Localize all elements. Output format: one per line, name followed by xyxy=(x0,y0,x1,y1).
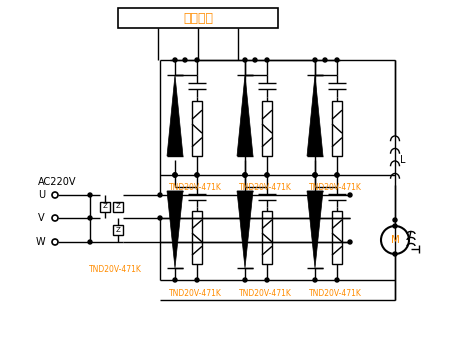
Circle shape xyxy=(335,58,339,62)
Bar xyxy=(113,201,123,211)
Polygon shape xyxy=(307,75,323,156)
Text: Z: Z xyxy=(115,227,121,233)
Circle shape xyxy=(335,173,339,177)
Circle shape xyxy=(393,252,397,256)
Circle shape xyxy=(88,216,92,220)
Polygon shape xyxy=(167,75,183,156)
Text: AC220V: AC220V xyxy=(38,177,76,187)
Circle shape xyxy=(243,173,247,177)
Bar xyxy=(118,8,278,28)
Circle shape xyxy=(335,173,339,177)
Bar xyxy=(192,211,202,264)
Circle shape xyxy=(243,173,247,177)
Circle shape xyxy=(348,193,352,197)
Bar xyxy=(262,211,272,264)
Circle shape xyxy=(313,278,317,282)
Circle shape xyxy=(313,240,317,244)
Text: 栅极回路: 栅极回路 xyxy=(183,11,213,24)
Circle shape xyxy=(173,173,177,177)
Polygon shape xyxy=(167,191,183,268)
Circle shape xyxy=(183,58,187,62)
Circle shape xyxy=(88,240,92,244)
Circle shape xyxy=(313,173,317,177)
Text: Z: Z xyxy=(103,204,107,210)
Text: TND20V-471K: TND20V-471K xyxy=(169,290,221,298)
Bar xyxy=(332,211,342,264)
Text: U: U xyxy=(38,190,45,200)
Bar xyxy=(332,101,342,156)
Circle shape xyxy=(173,173,177,177)
Text: TND20V-471K: TND20V-471K xyxy=(239,183,292,192)
Text: M: M xyxy=(390,235,399,245)
Text: TND20V-471K: TND20V-471K xyxy=(239,290,292,298)
Circle shape xyxy=(195,173,199,177)
Text: TND20V-471K: TND20V-471K xyxy=(309,290,361,298)
Text: TND20V-471K: TND20V-471K xyxy=(169,183,221,192)
Text: Z: Z xyxy=(115,204,121,210)
Circle shape xyxy=(195,173,199,177)
Polygon shape xyxy=(307,191,323,268)
Circle shape xyxy=(158,216,162,220)
Text: TND20V-471K: TND20V-471K xyxy=(89,266,141,274)
Text: V: V xyxy=(38,213,45,223)
Circle shape xyxy=(195,58,199,62)
Circle shape xyxy=(348,240,352,244)
Circle shape xyxy=(158,193,162,197)
Circle shape xyxy=(323,58,327,62)
Text: W: W xyxy=(35,237,45,247)
Circle shape xyxy=(313,173,317,177)
Circle shape xyxy=(393,218,397,222)
Circle shape xyxy=(265,173,269,177)
Bar xyxy=(113,225,123,235)
Circle shape xyxy=(173,173,177,177)
Circle shape xyxy=(88,193,92,197)
Circle shape xyxy=(265,173,269,177)
Circle shape xyxy=(243,173,247,177)
Circle shape xyxy=(243,193,247,197)
Circle shape xyxy=(393,224,397,228)
Polygon shape xyxy=(237,191,253,268)
Text: TND20V-471K: TND20V-471K xyxy=(309,183,361,192)
Circle shape xyxy=(243,278,247,282)
Circle shape xyxy=(253,58,257,62)
Bar xyxy=(100,201,110,211)
Circle shape xyxy=(243,216,247,220)
Circle shape xyxy=(313,58,317,62)
Circle shape xyxy=(195,278,199,282)
Circle shape xyxy=(265,278,269,282)
Circle shape xyxy=(313,173,317,177)
Circle shape xyxy=(173,278,177,282)
Circle shape xyxy=(173,58,177,62)
Polygon shape xyxy=(237,75,253,156)
Bar xyxy=(262,101,272,156)
Circle shape xyxy=(335,278,339,282)
Circle shape xyxy=(265,58,269,62)
Bar xyxy=(192,101,202,156)
Circle shape xyxy=(243,58,247,62)
Text: L: L xyxy=(400,155,406,165)
